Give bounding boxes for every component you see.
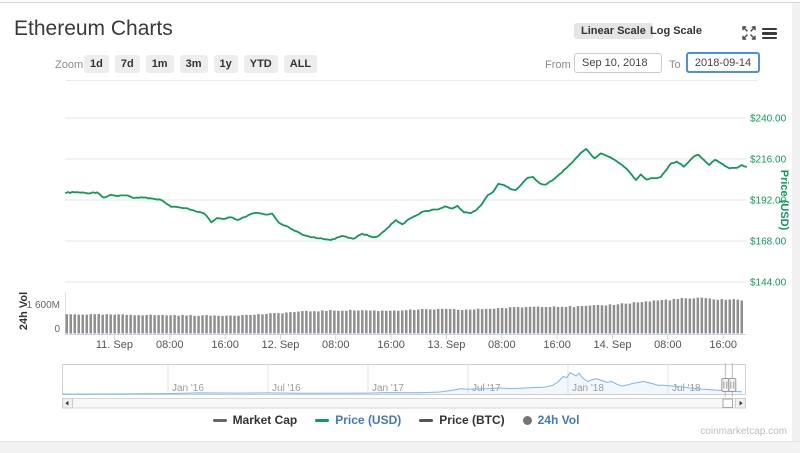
- page-background-right: [792, 3, 800, 452]
- legend-item-24h-vol[interactable]: 24h Vol: [522, 413, 580, 427]
- x-axis-label: 14. Sep: [594, 339, 632, 351]
- x-axis-label: 08:00: [156, 339, 184, 351]
- menu-bar: [762, 28, 777, 31]
- navigator-series-line: [61, 372, 743, 395]
- dash-marker-icon: [315, 418, 330, 422]
- zoom-label: Zoom: [55, 59, 84, 71]
- navigator-axis-label: Jan '17: [372, 383, 404, 394]
- fullscreen-icon[interactable]: [742, 26, 756, 40]
- x-axis-label: 12. Sep: [261, 339, 299, 351]
- log-scale-button[interactable]: Log Scale: [643, 23, 709, 39]
- navigator-axis-label: Jan '18: [572, 383, 604, 394]
- menu-bar: [762, 36, 777, 40]
- page-background-bottom: [0, 441, 800, 453]
- volume-axis-label: 0: [54, 324, 60, 335]
- navigator-handle-left[interactable]: [721, 378, 730, 392]
- x-axis-label: 13. Sep: [428, 339, 466, 351]
- price-axis-label: $192.00: [750, 195, 787, 206]
- price-axis-label: $144.00: [750, 277, 787, 288]
- x-axis-label: 08:00: [488, 339, 516, 351]
- chart-plot-area[interactable]: [65, 95, 746, 334]
- zoom-button-7d[interactable]: 7d: [114, 55, 140, 73]
- zoom-button-group: 1d 7d 1m 3m 1y YTD ALL: [84, 55, 318, 73]
- dash-marker-icon: [419, 418, 434, 422]
- zoom-button-1m[interactable]: 1m: [145, 55, 174, 73]
- chart-context-menu-icon[interactable]: [762, 28, 777, 40]
- volume-axis-label: 1 600M: [27, 300, 60, 311]
- controls-divider: [66, 80, 757, 81]
- zoom-button-3m[interactable]: 3m: [179, 55, 208, 73]
- scroll-left-arrow-icon: [65, 400, 69, 406]
- legend-item-price-btc[interactable]: Price (BTC): [419, 413, 505, 427]
- navigator-outline: [62, 364, 746, 395]
- top-hairline: [0, 2, 800, 3]
- navigator-axis-label: Jan '16: [172, 383, 204, 394]
- navigator-area[interactable]: [63, 365, 746, 395]
- volume-axis-title: 24h Vol: [18, 292, 30, 330]
- price-axis-label: $168.00: [750, 236, 787, 247]
- zoom-button-all[interactable]: ALL: [283, 55, 318, 73]
- navigator-axis-label: Jul '16: [272, 383, 301, 394]
- legend-label: Price (USD): [335, 413, 402, 427]
- legend-label: Price (BTC): [439, 413, 505, 427]
- dash-marker-icon: [212, 418, 227, 422]
- menu-bar: [762, 32, 777, 35]
- navigator-axis-label: Jul '18: [672, 383, 701, 394]
- from-date-input[interactable]: [574, 53, 662, 73]
- volume-bars: [65, 297, 744, 334]
- price-axis-title: Price (USD): [778, 170, 790, 231]
- to-label: To: [669, 59, 681, 71]
- x-axis-label: 16:00: [211, 339, 239, 351]
- navigator-area-fill: [62, 372, 742, 395]
- from-label: From: [545, 59, 571, 71]
- zoom-button-1y[interactable]: 1y: [213, 55, 238, 73]
- x-axis-label: 08:00: [322, 339, 350, 351]
- x-axis-label: 16:00: [709, 339, 737, 351]
- chart-canvas: $240.00 $216.00 $192.00 $168.00 $144.00 Price…: [18, 95, 790, 409]
- x-axis-label: 11. Sep: [96, 339, 133, 351]
- scroll-right-arrow-icon: [739, 400, 743, 406]
- chart-legend: Market Cap Price (USD) Price (BTC) 24h Vol: [0, 413, 792, 427]
- to-date-input[interactable]: [686, 52, 760, 73]
- linear-scale-button[interactable]: Linear Scale: [574, 23, 653, 39]
- zoom-button-1d[interactable]: 1d: [84, 55, 109, 73]
- price-line: [65, 148, 747, 241]
- navigator-handle-right[interactable]: [728, 378, 737, 392]
- circle-marker-icon: [522, 415, 532, 425]
- x-axis-label: 16:00: [543, 339, 571, 351]
- x-axis-label: 08:00: [654, 339, 682, 351]
- legend-item-market-cap[interactable]: Market Cap: [212, 413, 298, 427]
- legend-label: 24h Vol: [537, 413, 580, 427]
- x-axis-label: 16:00: [377, 339, 405, 351]
- scrollbar-track[interactable]: [62, 398, 746, 409]
- legend-label: Market Cap: [232, 413, 298, 427]
- page-title: Ethereum Charts: [14, 17, 173, 40]
- price-axis-label: $240.00: [750, 114, 787, 125]
- watermark: coinmarketcap.com: [700, 426, 787, 437]
- price-axis-label: $216.00: [750, 154, 787, 165]
- scrollbar-thumb[interactable]: [722, 398, 733, 408]
- zoom-button-ytd[interactable]: YTD: [243, 55, 278, 73]
- legend-item-price-usd[interactable]: Price (USD): [315, 413, 401, 427]
